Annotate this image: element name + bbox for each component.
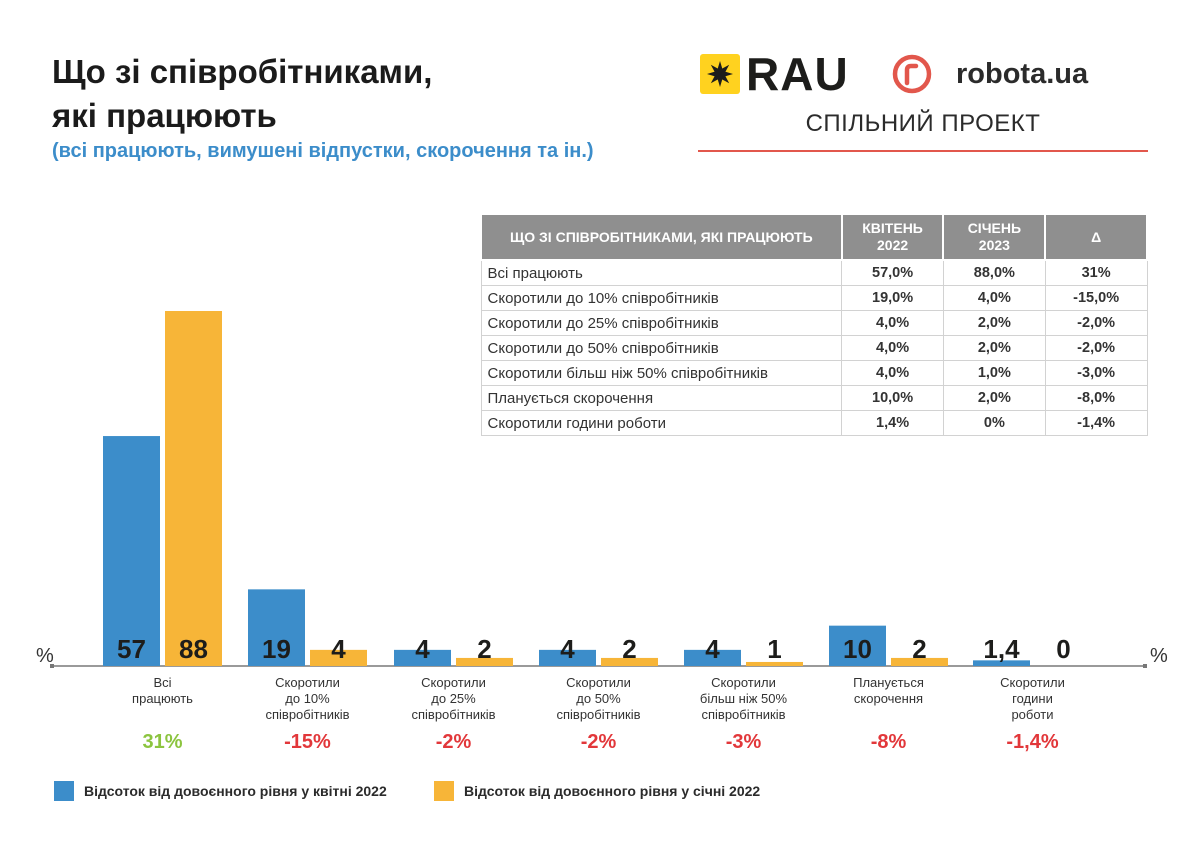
bar [310, 649, 367, 666]
table-cell: -2,0% [1044, 335, 1148, 361]
legend-swatch-blue [54, 781, 74, 801]
bar-value-label: 1,4 [983, 634, 1020, 664]
table-cell: Скоротили до 50% співробітників [480, 335, 843, 361]
delta-label: -15% [284, 731, 331, 753]
table-header-row: ЩО ЗІ СПІВРОБІТНИКАМИ, ЯКІ ПРАЦЮЮТЬ КВІТ… [480, 213, 1148, 261]
axis-unit-right: % [1150, 645, 1168, 667]
delta-label: -2% [580, 731, 617, 753]
table-header-cell: ЩО ЗІ СПІВРОБІТНИКАМИ, ЯКІ ПРАЦЮЮТЬ [480, 213, 843, 261]
legend-item-april: Відсоток від довоєнного рівня у квітні 2… [54, 780, 387, 802]
category-label: Скоротили до 50% співробітників [556, 675, 641, 722]
table-cell: -2,0% [1044, 310, 1148, 336]
table-cell: -1,4% [1044, 410, 1148, 436]
page-subtitle: (всі працюють, вимушені відпустки, скоро… [52, 140, 594, 162]
bar [684, 649, 741, 666]
bar-value-label: 4 [560, 634, 575, 664]
bar [601, 657, 658, 666]
bar-value-label: 4 [331, 634, 346, 664]
table-cell: Всі працюють [480, 259, 843, 286]
divider [698, 150, 1148, 152]
bar [539, 649, 596, 666]
bar-chart: % % 57 88 19 4 4 2 4 2 4 1 10 2 1,4 0 [36, 311, 1168, 668]
table-cell: 4,0% [841, 335, 944, 361]
axis-end-marker [50, 664, 54, 668]
category-label: Скоротили до 25% співробітників [411, 675, 496, 722]
category-label: Скоротили години роботи [1000, 675, 1065, 722]
table-header-cell: КВІТЕНЬ 2022 [840, 213, 945, 261]
delta-label: -3% [725, 731, 762, 753]
robota-wordmark: robota.ua [956, 58, 1089, 90]
table-cell: 57,0% [841, 259, 944, 286]
table-cell: Скоротили години роботи [480, 410, 843, 436]
bar-value-label: 10 [843, 634, 872, 664]
bar [891, 657, 948, 666]
table-row: Скоротили більш ніж 50% співробітників 4,… [480, 360, 1148, 386]
rau-star-icon [700, 54, 740, 94]
table-cell: Планується скорочення [480, 385, 843, 411]
category-label: Скоротили більш ніж 50% співробітників [699, 675, 788, 722]
table-cell: 88,0% [942, 259, 1046, 286]
bar-value-label: 0 [1056, 634, 1070, 664]
rau-wordmark: RAU [746, 48, 849, 100]
bar [394, 649, 451, 666]
robota-logo: robota.ua [892, 52, 1152, 98]
joint-project-label: СПІЛЬНИЙ ПРОЕКТ [805, 110, 1041, 137]
table-row: Скоротили до 10% співробітників 19,0% 4,0%… [480, 285, 1148, 311]
category-label: Скоротили до 10% співробітників [265, 675, 350, 722]
table-cell: 4,0% [841, 310, 944, 336]
table-row: Планується скорочення 10,0% 2,0% -8,0% [480, 385, 1148, 411]
table-cell: Скоротили до 10% співробітників [480, 285, 843, 311]
axis-end-marker [1143, 664, 1147, 668]
bar-value-label: 2 [912, 634, 926, 664]
legend-label: Відсоток від довоєнного рівня у квітні 2… [84, 783, 387, 799]
bar [165, 311, 222, 666]
bar-value-label: 2 [622, 634, 636, 664]
bar [746, 661, 803, 666]
table-cell: 1,4% [841, 410, 944, 436]
bar [248, 589, 305, 666]
table-cell: 31% [1044, 259, 1148, 286]
robota-r-icon [892, 54, 932, 94]
table-cell: 2,0% [942, 310, 1046, 336]
bar-value-label: 2 [477, 634, 491, 664]
delta-label: -8% [870, 731, 907, 753]
bar [973, 660, 1030, 666]
table-row: Скоротили до 50% співробітників 4,0% 2,0% -… [480, 335, 1148, 361]
bar-value-label: 4 [705, 634, 720, 664]
legend-swatch-orange [434, 781, 454, 801]
table-row: Скоротили години роботи 1,4% 0% -1,4% [480, 410, 1148, 436]
title-line-1: Що зі співробітниками, [52, 53, 433, 90]
table-header-cell: Δ [1044, 213, 1148, 261]
page-title: Що зі співробітниками, які працюють [52, 50, 432, 138]
bar-value-label: 88 [179, 634, 208, 664]
table-cell: -8,0% [1044, 385, 1148, 411]
table-row: Всі працюють 57,0% 88,0% 31% [480, 259, 1148, 286]
bar-value-label: 1 [767, 634, 781, 664]
legend-item-january: Відсоток від довоєнного рівня у січні 20… [434, 780, 760, 802]
category-label: Всі працюють [132, 675, 193, 706]
table-cell: 4,0% [841, 360, 944, 386]
bar-value-label: 19 [262, 634, 291, 664]
table-cell: 1,0% [942, 360, 1046, 386]
delta-label: 31% [142, 731, 183, 753]
delta-label: -2% [435, 731, 472, 753]
category-label: Планується скорочення [853, 675, 924, 706]
title-line-2: які працюють [52, 97, 277, 134]
table-cell: 2,0% [942, 335, 1046, 361]
table-cell: Скоротили більш ніж 50% співробітників [480, 360, 843, 386]
bar-value-label: 57 [117, 634, 146, 664]
table-header-cell: СІЧЕНЬ 2023 [942, 213, 1047, 261]
legend-label: Відсоток від довоєнного рівня у січні 20… [464, 783, 761, 799]
axis-unit-left: % [36, 645, 54, 667]
bar [829, 625, 886, 666]
bar [103, 436, 160, 666]
summary-table: ЩО ЗІ СПІВРОБІТНИКАМИ, ЯКІ ПРАЦЮЮТЬ КВІТ… [480, 213, 1148, 436]
bar [456, 657, 513, 666]
table-cell: 0% [942, 410, 1046, 436]
rau-logo: RAU [700, 48, 850, 100]
table-cell: 2,0% [942, 385, 1046, 411]
bar-value-label: 4 [415, 634, 430, 664]
delta-label: -1,4% [1006, 731, 1059, 753]
